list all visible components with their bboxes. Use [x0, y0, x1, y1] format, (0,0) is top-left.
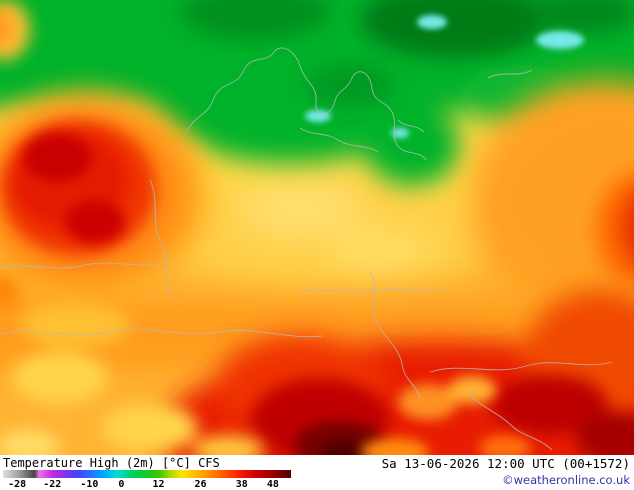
legend-title: Temperature High (2m) [°C] CFS — [3, 456, 220, 470]
datetime-label: Sa 13-06-2026 12:00 UTC (00+1572) — [381, 456, 630, 471]
color-scale: -28 -22 -10 0 12 26 38 48 — [3, 470, 291, 490]
copyright-label: ©weatheronline.co.uk — [502, 473, 630, 487]
scale-tick-38: 38 — [235, 479, 248, 490]
southwest-yellow-patches — [0, 303, 264, 455]
scale-tick-26: 26 — [194, 479, 207, 490]
scale-tick-12: 12 — [152, 479, 165, 490]
east-red-spot — [596, 172, 634, 288]
scale-tick-48: 48 — [266, 479, 279, 490]
south-warm-patches — [361, 376, 531, 455]
west-red-cores — [24, 134, 125, 244]
map-area — [0, 0, 634, 455]
scale-tick--28: -28 — [8, 479, 27, 490]
cyan-cold-spots — [305, 15, 584, 138]
footer-right: Sa 13-06-2026 12:00 UTC (00+1572) ©weath… — [382, 456, 630, 487]
scale-tick-0: 0 — [118, 479, 125, 490]
legend-bar: Temperature High (2m) [°C] CFS -28 -22 -10… — [0, 455, 634, 490]
scale-tick--10: -10 — [80, 479, 99, 490]
color-scale-gradient — [3, 470, 291, 478]
south-maroon-cores — [294, 421, 386, 455]
color-scale-ticks: -28 -22 -10 0 12 26 38 48 — [3, 478, 291, 490]
dark-green-patches — [180, 0, 634, 107]
temperature-map — [0, 0, 634, 455]
country-borders — [0, 47, 613, 451]
topleft-warm-spot — [0, 0, 30, 60]
right-orange-zone — [470, 80, 634, 320]
scale-tick--22: -22 — [43, 479, 62, 490]
